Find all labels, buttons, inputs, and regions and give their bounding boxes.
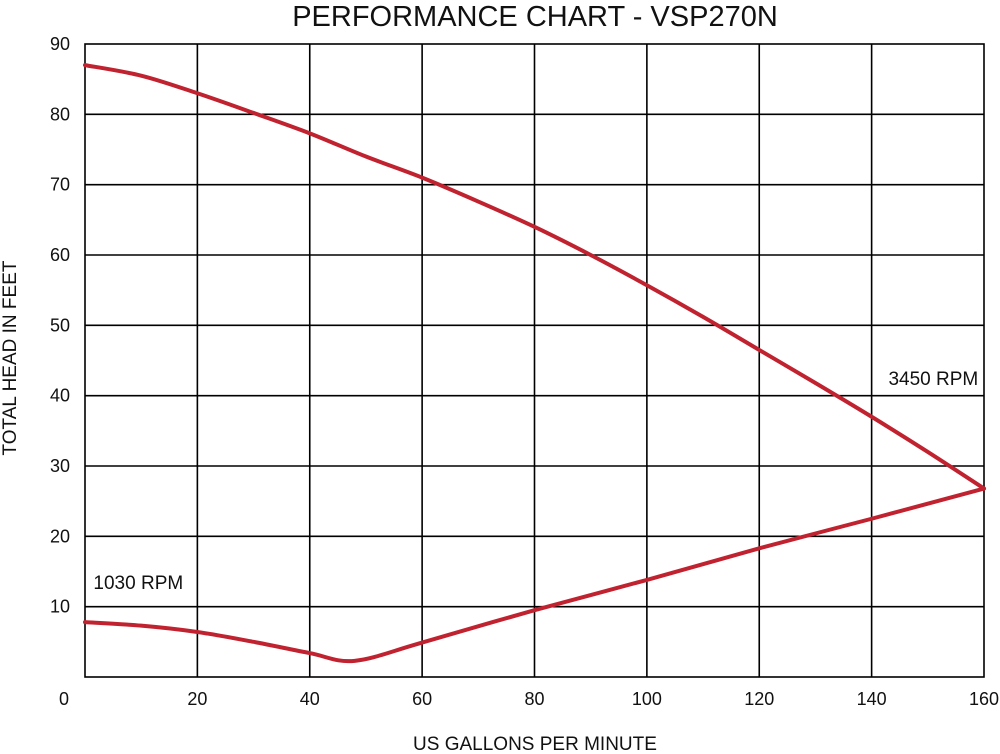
series-line: [83, 63, 986, 491]
x-tick-label: 60: [412, 689, 432, 709]
y-tick-label: 60: [50, 245, 70, 265]
x-tick-label: 80: [524, 689, 544, 709]
x-tick-label: 120: [744, 689, 774, 709]
series-curves: [83, 63, 986, 664]
y-tick-label: 10: [50, 597, 70, 617]
x-axis-label: US GALLONS PER MINUTE: [413, 734, 657, 754]
y-tick-labels: 10 20 30 40 50 60 70 80 90: [50, 34, 70, 617]
x-tick-label: 40: [300, 689, 320, 709]
y-tick-label: 90: [50, 34, 70, 54]
grid-lines: [85, 44, 984, 677]
curve-label: 1030 RPM: [93, 573, 183, 594]
x-tick-label: 0: [59, 689, 69, 709]
x-tick-label: 100: [632, 689, 662, 709]
x-tick-label: 20: [187, 689, 207, 709]
y-tick-label: 20: [50, 526, 70, 546]
curve-label: 3450 RPM: [888, 369, 978, 390]
series-line: [83, 486, 986, 664]
x-tick-labels: 0 20 40 60 80 100 120 140 160: [59, 689, 999, 709]
x-tick-label: 160: [969, 689, 999, 709]
curve-annotations: 3450 RPM 1030 RPM: [93, 369, 978, 594]
y-tick-label: 80: [50, 104, 70, 124]
y-tick-label: 50: [50, 315, 70, 335]
y-tick-label: 40: [50, 386, 70, 406]
plot-frame: [84, 43, 985, 678]
chart-title: PERFORMANCE CHART - VSP270N: [292, 1, 778, 33]
y-axis-label: TOTAL HEAD IN FEET: [0, 260, 21, 455]
x-tick-label: 140: [857, 689, 887, 709]
y-tick-label: 30: [50, 456, 70, 476]
y-tick-label: 70: [50, 175, 70, 195]
